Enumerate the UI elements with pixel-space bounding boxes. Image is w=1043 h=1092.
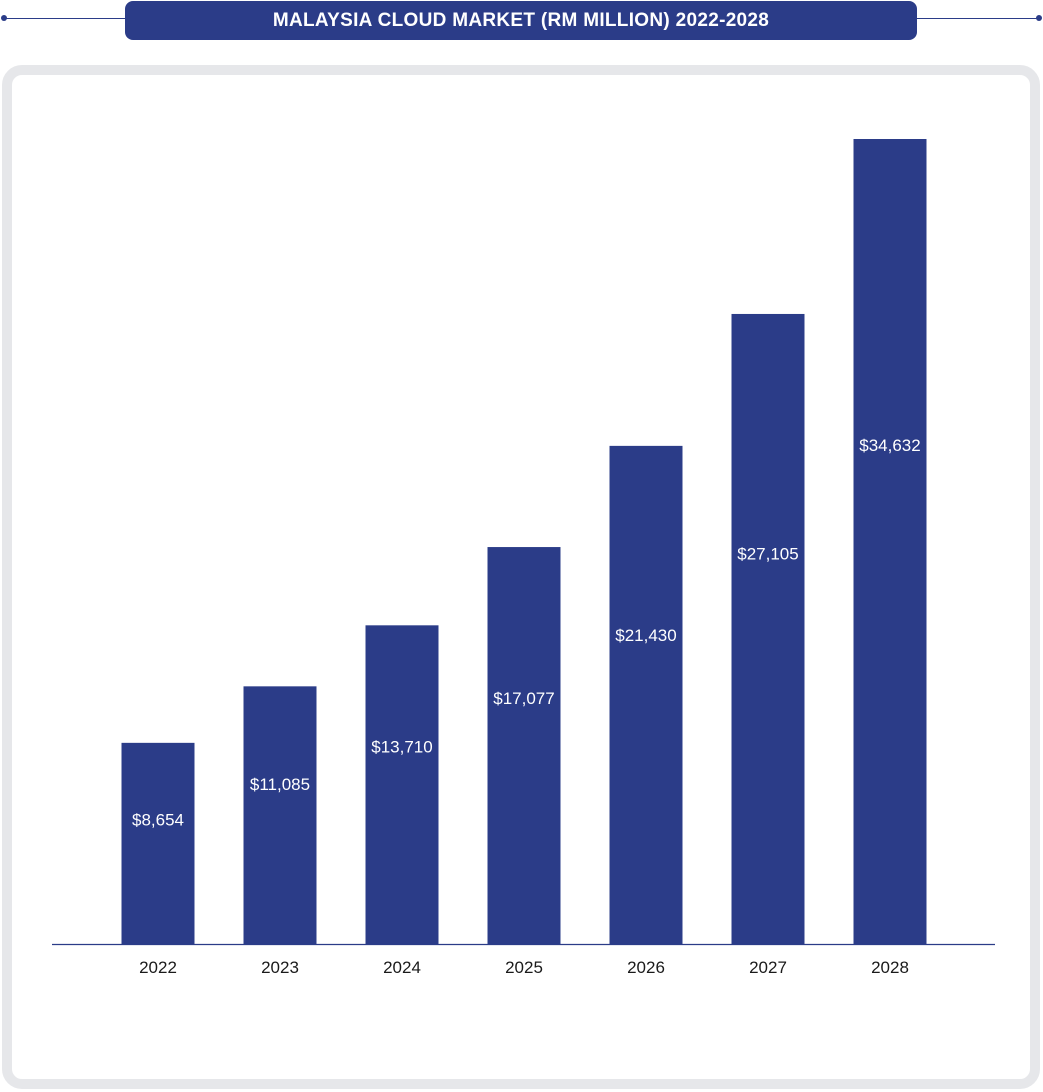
value-label-2028: $34,632	[859, 436, 920, 455]
bar-2025	[487, 547, 561, 944]
value-label-2026: $21,430	[615, 626, 676, 645]
title-rule-left	[4, 18, 126, 19]
bar-2024	[365, 625, 439, 944]
value-label-2024: $13,710	[371, 737, 432, 756]
x-tick-labels: 2022 2023 2024 2025 2026 2027 2028	[139, 958, 909, 977]
bar-2027	[731, 313, 805, 944]
bar-2022	[121, 742, 195, 944]
x-tick-label-2027: 2027	[749, 958, 787, 977]
value-label-2022: $8,654	[132, 810, 184, 829]
value-label-2027: $27,105	[737, 544, 798, 563]
title-rule-right	[916, 18, 1038, 19]
x-tick-label-2025: 2025	[505, 958, 543, 977]
title-rule-left-dot	[1, 15, 7, 21]
chart-title: MALAYSIA CLOUD MARKET (RM MILLION) 2022-…	[125, 1, 917, 40]
bar-2028	[853, 139, 927, 944]
x-tick-label-2026: 2026	[627, 958, 665, 977]
value-label-2023: $11,085	[250, 775, 310, 794]
bars-group: $8,654 $11,085 $13,710 $17,077 $21,430 $27,10…	[121, 139, 927, 944]
bar-2023	[243, 686, 317, 944]
x-tick-label-2023: 2023	[261, 958, 299, 977]
bar-2026	[609, 445, 683, 944]
x-tick-label-2028: 2028	[871, 958, 909, 977]
title-rule-right-dot	[1036, 15, 1042, 21]
value-label-2025: $17,077	[493, 689, 554, 708]
x-tick-label-2024: 2024	[383, 958, 421, 977]
x-tick-label-2022: 2022	[139, 958, 177, 977]
